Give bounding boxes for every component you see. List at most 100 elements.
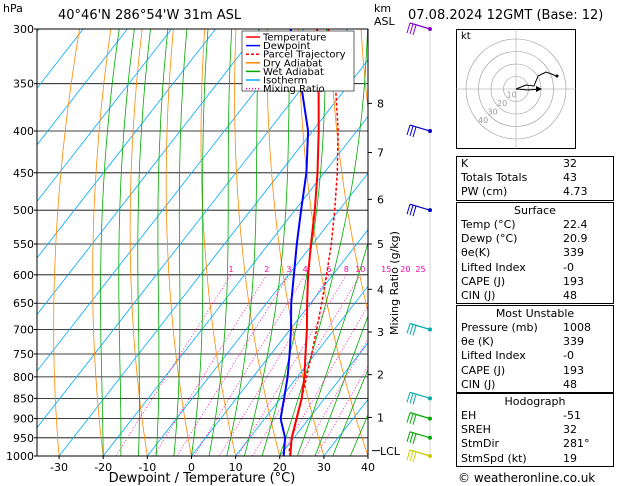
altitude-axis: 1 2 3 4 5 6 7 8 bbox=[368, 97, 384, 452]
hodograph-ring-label: 10 bbox=[507, 91, 517, 100]
mixing-ratio-label: 20 bbox=[400, 265, 410, 274]
isotherm-line bbox=[37, 29, 305, 372]
pressure-axis: 300 350 400 450 500 550 600 650 700 750 800 850 900 9… bbox=[6, 23, 37, 463]
wind-barb-flag bbox=[412, 394, 417, 405]
altitude-tick-label: 8 bbox=[377, 97, 384, 110]
temperature-tick-label: -20 bbox=[94, 461, 112, 474]
most-unstable-title: Most Unstable bbox=[495, 307, 575, 320]
wind-barb-dot bbox=[428, 454, 432, 458]
temperature-tick-label: -30 bbox=[50, 461, 68, 474]
wind-barb-flag bbox=[406, 392, 411, 403]
index-totals-totals: Totals Totals 43 bbox=[461, 171, 577, 185]
isotherm-line bbox=[37, 29, 128, 146]
wind-barb-flag bbox=[406, 22, 411, 34]
surface-theta-e: θe(K) 339 bbox=[461, 246, 584, 260]
surface-box: Surface Temp (°C) 22.4 Dewp (°C) 20.9 θe(K… bbox=[456, 202, 614, 305]
mixing-ratio-label: 4 bbox=[303, 265, 308, 274]
wind-barb-dot bbox=[428, 208, 432, 213]
isotherm-line bbox=[147, 172, 368, 456]
wind-barb-dot bbox=[428, 27, 432, 31]
wind-barb-dot bbox=[428, 416, 432, 421]
wet-adiabat bbox=[100, 29, 120, 456]
temperature-tick-label: 30 bbox=[317, 461, 331, 474]
hodo-stmdir: StmDir 281° bbox=[461, 437, 590, 451]
wet-adiabat bbox=[279, 29, 368, 456]
asl-label: ASL bbox=[374, 15, 395, 28]
mixing-ratio-label: 25 bbox=[415, 265, 425, 274]
mixing-ratio-label: 15 bbox=[381, 265, 391, 274]
pressure-tick-label: 950 bbox=[13, 432, 34, 445]
isotherm-line bbox=[37, 29, 349, 429]
wind-barb-flag bbox=[409, 23, 414, 35]
mixing-ratio-label: 8 bbox=[344, 265, 349, 274]
mixing-ratio-line bbox=[316, 365, 368, 456]
legend-entry: Mixing Ratio bbox=[263, 84, 325, 95]
altitude-tick-label: 6 bbox=[377, 193, 384, 206]
pressure-tick-label: 700 bbox=[13, 324, 34, 337]
dry-adiabat bbox=[266, 29, 325, 456]
copyright-text: © weatheronline.co.uk bbox=[458, 471, 596, 485]
isotherm-line bbox=[37, 29, 172, 203]
mu-theta-e: θe (K) 339 bbox=[461, 335, 584, 349]
wet-adiabat bbox=[314, 314, 368, 456]
temperature-axis: -30 -20 -10 0 10 20 30 40 bbox=[50, 456, 375, 474]
dry-adiabat bbox=[298, 29, 368, 456]
mixing-ratio-line bbox=[218, 274, 330, 456]
legend-entry: Isotherm bbox=[263, 76, 307, 87]
wind-barb-flag bbox=[406, 323, 411, 334]
mu-pressure: Pressure (mb) 1008 bbox=[461, 321, 591, 334]
general-indices-box: K 32 Totals Totals 43 PW (cm) 4.73 bbox=[456, 156, 614, 201]
wet-adiabat bbox=[244, 29, 291, 456]
isotherm-line bbox=[58, 59, 368, 456]
wet-adiabat bbox=[118, 29, 135, 456]
wind-barb-flag bbox=[409, 393, 414, 404]
location-title: 40°46'N 286°54'W 31m ASL bbox=[58, 8, 242, 23]
mixing-ratio-line bbox=[153, 274, 268, 456]
most-unstable-box: Most Unstable Pressure (mb) 1008 θe (K) 33… bbox=[456, 305, 614, 393]
hodograph-title: Hodograph bbox=[504, 395, 566, 408]
isotherm-line bbox=[279, 342, 368, 456]
plot-frame bbox=[36, 28, 369, 457]
legend-entry: Dewpoint bbox=[263, 41, 311, 52]
pressure-tick-label: 1000 bbox=[6, 450, 34, 463]
wet-adiabat bbox=[261, 29, 327, 456]
temperature-tick-label: -10 bbox=[138, 461, 156, 474]
pressure-tick-label: 800 bbox=[13, 371, 34, 384]
pressure-tick-label: 650 bbox=[13, 297, 34, 310]
series-dewpoint bbox=[279, 29, 310, 456]
temperature-tick-label: 20 bbox=[273, 461, 287, 474]
dry-adiabat bbox=[92, 29, 112, 456]
datetime-title: 07.08.2024 12GMT (Base: 12) bbox=[408, 8, 604, 23]
wind-barb-flag bbox=[412, 126, 417, 138]
wind-barb bbox=[409, 431, 431, 439]
hodograph-trace bbox=[515, 71, 558, 90]
wind-barb-flag bbox=[412, 433, 417, 444]
isotherm-line bbox=[37, 29, 216, 259]
wet-adiabat bbox=[332, 368, 368, 456]
isotherm-line bbox=[191, 229, 368, 456]
wind-barb-flag bbox=[409, 125, 414, 137]
dry-adiabat bbox=[53, 29, 80, 456]
wet-adiabat bbox=[155, 29, 169, 456]
hodo-eh: EH -51 bbox=[461, 409, 581, 422]
wind-barb bbox=[409, 124, 431, 132]
wind-barb-flag bbox=[412, 206, 417, 217]
wind-barb-flag bbox=[406, 204, 411, 215]
legend-entry: Wet Adiabat bbox=[263, 67, 324, 78]
wet-adiabat bbox=[173, 29, 188, 456]
pressure-tick-label: 450 bbox=[13, 167, 34, 180]
lcl-label: LCL bbox=[380, 445, 401, 458]
wet-adiabat bbox=[226, 29, 260, 456]
mixing-ratio-line bbox=[115, 274, 232, 456]
surface-dewp: Dewp (°C) 20.9 bbox=[461, 232, 588, 246]
wind-barb-flag bbox=[412, 451, 417, 463]
mixing-ratio-label: 1 bbox=[228, 265, 233, 274]
chart-grid bbox=[37, 29, 368, 456]
wind-barb-flag bbox=[406, 431, 411, 442]
legend-entry: Parcel Trajectory bbox=[263, 50, 346, 61]
pressure-tick-label: 600 bbox=[13, 269, 34, 282]
wind-barb bbox=[409, 391, 431, 399]
wind-barb bbox=[409, 449, 431, 457]
wind-barb bbox=[409, 22, 431, 30]
